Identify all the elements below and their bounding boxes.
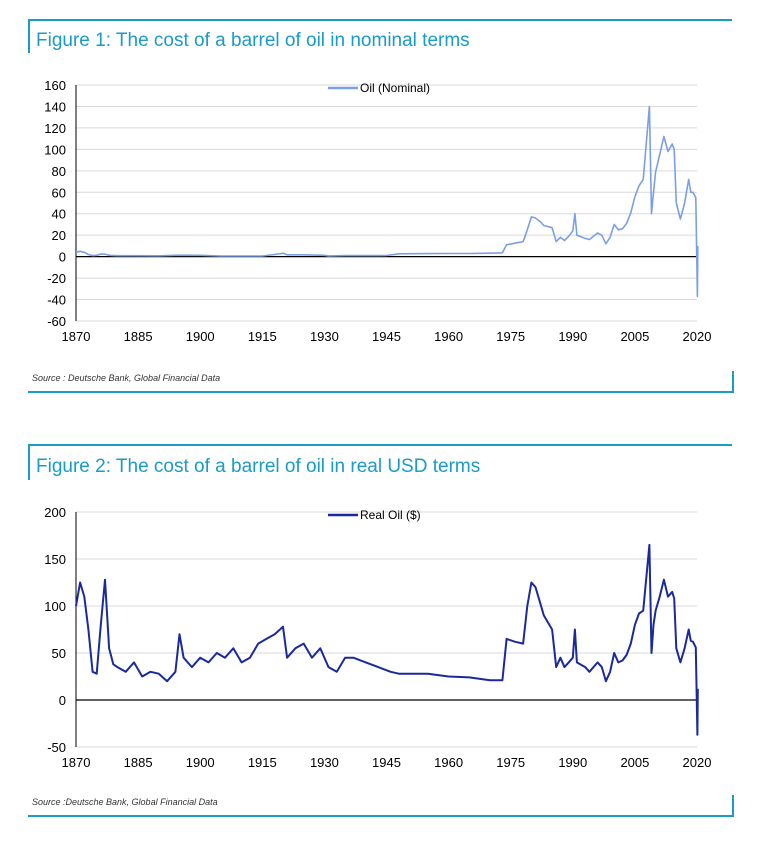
fig2-x-tick-label: 2005 — [620, 755, 649, 770]
figure-1-chart: -60 -40 -20 0 20 40 60 80 100 120 140 160 1870 1885 19… — [44, 78, 712, 344]
fig1-x-tick-label: 1930 — [310, 329, 339, 344]
fig2-y-tick-label: 100 — [44, 599, 66, 614]
fig1-y-tick-label: 60 — [52, 185, 66, 200]
figure-1-right-rule — [732, 371, 734, 393]
fig2-x-tick-label: 1870 — [62, 755, 91, 770]
fig2-y-tick-label: 200 — [44, 505, 66, 520]
fig1-x-tick-label: 2005 — [620, 329, 649, 344]
fig1-x-tick-label: 1990 — [558, 329, 587, 344]
fig2-x-tick-label: 1975 — [496, 755, 525, 770]
fig1-x-tick-label: 2020 — [683, 329, 712, 344]
fig1-series-line — [75, 105, 699, 298]
fig1-y-tick-label: 140 — [44, 99, 66, 114]
fig1-x-tick-label: 1945 — [372, 329, 401, 344]
figure-1-bottom-rule — [28, 391, 734, 393]
figure-2-chart: -50 0 50 100 150 200 1870 1885 1900 1915 1930 1945 1… — [44, 505, 712, 770]
fig2-series-line — [75, 543, 699, 736]
fig2-x-tick-label: 1960 — [434, 755, 463, 770]
fig2-y-tick-label: 150 — [44, 552, 66, 567]
fig2-y-tick-label: 0 — [59, 693, 66, 708]
fig2-x-tick-label: 1900 — [186, 755, 215, 770]
figure-1-title: Figure 1: The cost of a barrel of oil in… — [36, 30, 470, 51]
figure-2-source: Source :Deutsche Bank, Global Financial … — [32, 797, 218, 807]
fig1-x-tick-label: 1900 — [186, 329, 215, 344]
fig1-legend-label: Oil (Nominal) — [360, 81, 430, 95]
fig2-y-tick-label: 50 — [52, 646, 66, 661]
fig1-x-tick-label: 1960 — [434, 329, 463, 344]
fig1-y-tick-label: 40 — [52, 207, 66, 222]
fig1-y-tick-label: 160 — [44, 78, 66, 93]
fig1-y-tick-label: 80 — [52, 164, 66, 179]
figure-2-left-rule — [28, 444, 30, 480]
fig1-x-tick-label: 1915 — [248, 329, 277, 344]
fig2-x-tick-label: 1945 — [372, 755, 401, 770]
fig2-x-tick-label: 1885 — [124, 755, 153, 770]
fig2-x-tick-label: 1990 — [558, 755, 587, 770]
figure-2-top-rule — [28, 444, 732, 446]
fig1-y-tick-label: -40 — [47, 293, 66, 308]
fig2-x-tick-label: 2020 — [683, 755, 712, 770]
figure-1-panel: Figure 1: The cost of a barrel of oil in… — [0, 0, 768, 400]
fig1-y-tick-label: -20 — [47, 271, 66, 286]
figure-1-left-rule — [28, 19, 30, 53]
figure-2-right-rule — [732, 795, 734, 817]
fig1-y-tick-label: 100 — [44, 142, 66, 157]
fig1-x-tick-label: 1975 — [496, 329, 525, 344]
fig2-x-tick-label: 1915 — [248, 755, 277, 770]
fig2-y-tick-label: -50 — [47, 740, 66, 755]
fig1-y-tick-label: 120 — [44, 121, 66, 136]
fig1-y-tick-label: -60 — [47, 314, 66, 329]
figure-2-title: Figure 2: The cost of a barrel of oil in… — [36, 456, 481, 477]
figure-2-bottom-rule — [28, 815, 734, 817]
fig1-x-tick-label: 1885 — [124, 329, 153, 344]
figure-1-source: Source : Deutsche Bank, Global Financial… — [32, 373, 221, 383]
fig1-y-tick-label: 0 — [59, 250, 66, 265]
fig1-y-tick-label: 20 — [52, 228, 66, 243]
fig2-x-tick-label: 1930 — [310, 755, 339, 770]
fig1-x-tick-label: 1870 — [62, 329, 91, 344]
fig2-legend-label: Real Oil ($) — [360, 508, 421, 522]
figure-1-top-rule — [28, 19, 732, 21]
